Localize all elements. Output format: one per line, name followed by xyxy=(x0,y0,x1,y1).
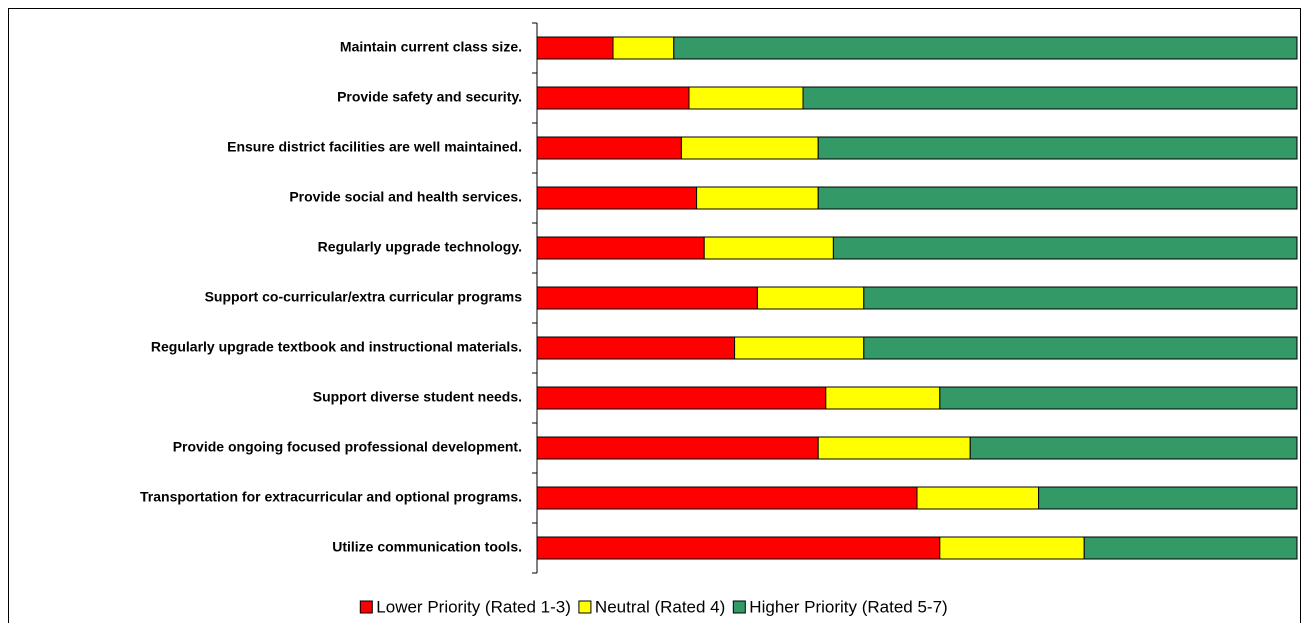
chart-frame xyxy=(8,8,1301,623)
bar-segment xyxy=(817,436,971,460)
bar-segment xyxy=(688,86,804,110)
y-tick-label: Provide social and health services. xyxy=(289,189,522,205)
legend-label: Neutral (Rated 4) xyxy=(595,597,725,616)
bar-segment xyxy=(536,536,941,560)
bar-segment xyxy=(536,36,614,60)
y-tick-label: Utilize communication tools. xyxy=(332,539,522,555)
bar-segment xyxy=(802,86,1298,110)
bar-segment xyxy=(612,36,675,60)
y-tick-label: Regularly upgrade textbook and instructi… xyxy=(151,339,522,355)
bar-segment xyxy=(536,286,758,310)
bar-segment xyxy=(939,386,1298,410)
legend: Lower Priority (Rated 1-3) Neutral (Rated… xyxy=(359,597,948,616)
bar-segment xyxy=(536,336,736,360)
bar-segment xyxy=(916,486,1040,510)
bar-segment xyxy=(969,436,1298,460)
y-tick-label: Ensure district facilities are well main… xyxy=(227,139,522,155)
legend-swatch xyxy=(578,600,592,614)
y-tick-label: Provide ongoing focused professional dev… xyxy=(173,439,522,455)
legend-swatch xyxy=(732,600,746,614)
bar-segment xyxy=(536,236,705,260)
bar-segment xyxy=(756,286,865,310)
bar-segment xyxy=(1038,486,1298,510)
bar-segment xyxy=(536,386,827,410)
bar-segment xyxy=(832,236,1298,260)
bar-segment xyxy=(673,36,1298,60)
bar-segment xyxy=(680,136,819,160)
bar-segment xyxy=(536,436,819,460)
y-tick-label: Support diverse student needs. xyxy=(313,389,522,405)
y-tick-label: Transportation for extracurricular and o… xyxy=(140,489,522,505)
y-tick-label: Support co-curricular/extra curricular p… xyxy=(205,289,523,305)
bar-segment xyxy=(1083,536,1298,560)
y-tick-label: Regularly upgrade technology. xyxy=(318,239,522,255)
bar-segment xyxy=(825,386,941,410)
bar-segment xyxy=(863,286,1298,310)
bar-segment xyxy=(817,136,1298,160)
legend-label: Lower Priority (Rated 1-3) xyxy=(376,597,571,616)
bar-segment xyxy=(536,86,690,110)
bar-segment xyxy=(863,336,1298,360)
legend-label: Higher Priority (Rated 5-7) xyxy=(749,597,947,616)
bar-segment xyxy=(696,186,819,210)
bar-segment xyxy=(536,136,682,160)
bar-segment xyxy=(703,236,834,260)
y-tick-label: Maintain current class size. xyxy=(340,39,522,55)
bar-segment xyxy=(536,186,698,210)
y-tick-label: Provide safety and security. xyxy=(337,89,522,105)
bar-segment xyxy=(939,536,1085,560)
bar-segment xyxy=(817,186,1298,210)
bar-segment xyxy=(734,336,865,360)
legend-swatch xyxy=(359,600,373,614)
bar-segment xyxy=(536,486,918,510)
